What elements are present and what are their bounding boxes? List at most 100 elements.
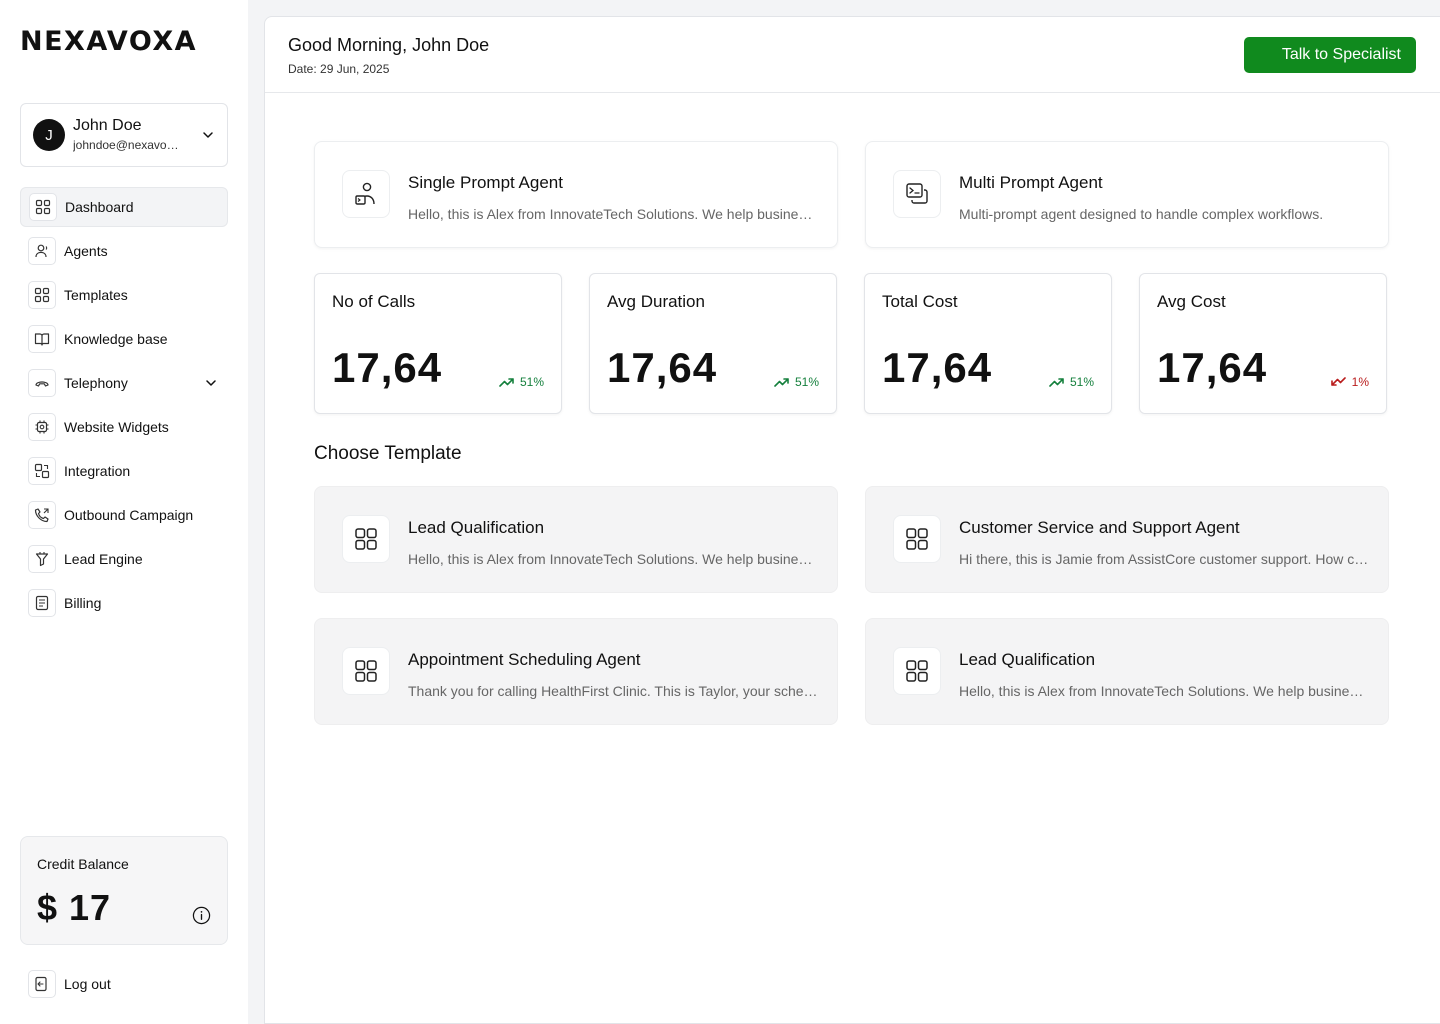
grid-icon xyxy=(28,281,56,309)
trend-badge: 1% xyxy=(1330,375,1369,389)
chevron-down-icon[interactable] xyxy=(204,376,218,390)
logout-label: Log out xyxy=(64,976,111,992)
card-description: Hello, this is Alex from InnovateTech So… xyxy=(408,551,818,567)
receipt-icon xyxy=(28,589,56,617)
date-label: Date: 29 Jun, 2025 xyxy=(288,62,390,76)
info-icon[interactable] xyxy=(192,906,211,925)
card-title: Appointment Scheduling Agent xyxy=(408,650,641,669)
credit-balance-card: Credit Balance $ 17 xyxy=(20,836,228,945)
stat-label: Avg Duration xyxy=(607,292,705,311)
template-grid-icon xyxy=(893,647,941,695)
chevron-down-icon xyxy=(203,132,213,138)
book-icon xyxy=(28,325,56,353)
sidebar-item-dashboard[interactable]: Dashboard xyxy=(20,187,228,227)
card-title: Customer Service and Support Agent xyxy=(959,518,1240,537)
stat-card-duration: Avg Duration 17,64 51% xyxy=(589,273,837,414)
sidebar-item-billing[interactable]: Billing xyxy=(20,583,228,623)
stat-label: No of Calls xyxy=(332,292,416,311)
card-description: Hello, this is Alex from InnovateTech So… xyxy=(408,206,818,222)
stat-card-calls: No of Calls 17,64 51% xyxy=(314,273,562,414)
stat-value: 17,64 xyxy=(607,344,718,391)
trend-value: 1% xyxy=(1351,375,1369,389)
multi-prompt-agent-card[interactable]: Multi Prompt Agent Multi-prompt agent de… xyxy=(865,141,1389,248)
trend-value: 51% xyxy=(1069,375,1094,389)
sidebar-item-website-widgets[interactable]: Website Widgets xyxy=(20,407,228,447)
grid-icon xyxy=(29,193,57,221)
stat-card-total-cost: Total Cost 17,64 51% xyxy=(864,273,1112,414)
sidebar-item-agents[interactable]: Agents xyxy=(20,231,228,271)
trend-down-icon xyxy=(1330,377,1346,386)
trend-value: 51% xyxy=(519,375,544,389)
card-description: Hello, this is Alex from InnovateTech So… xyxy=(959,683,1369,699)
logo-text: NEXAVOXA xyxy=(20,26,198,57)
template-grid-icon xyxy=(893,515,941,563)
sidebar: NEXAVOXA J John Doe johndoe@nexavoxa.com… xyxy=(0,0,248,1024)
sidebar-item-label: Telephony xyxy=(64,375,128,391)
talk-to-specialist-button[interactable]: Talk to Specialist xyxy=(1244,37,1416,73)
sidebar-item-label: Integration xyxy=(64,463,131,479)
integration-icon xyxy=(28,457,56,485)
section-title: Choose Template xyxy=(314,443,462,464)
agent-icon xyxy=(28,237,56,265)
single-prompt-agent-card[interactable]: Single Prompt Agent Hello, this is Alex … xyxy=(314,141,838,248)
stat-label: Avg Cost xyxy=(1157,292,1226,311)
logo[interactable]: NEXAVOXA xyxy=(20,28,197,56)
logout-icon xyxy=(28,970,56,998)
template-card[interactable]: Lead Qualification Hello, this is Alex f… xyxy=(865,618,1389,725)
sidebar-item-label: Outbound Campaign xyxy=(64,507,194,523)
terminal-icon xyxy=(893,170,941,218)
trend-badge: 51% xyxy=(774,375,819,389)
credit-balance-value: $ 17 xyxy=(37,887,112,928)
card-title: Lead Qualification xyxy=(959,650,1096,669)
stat-value: 17,64 xyxy=(882,344,993,391)
user-name: John Doe xyxy=(73,117,142,134)
page-title: Good Morning, John Doe xyxy=(288,35,490,55)
logout-button[interactable]: Log out xyxy=(28,970,111,998)
template-card[interactable]: Customer Service and Support Agent Hi th… xyxy=(865,486,1389,593)
stat-label: Total Cost xyxy=(882,292,958,311)
phone-icon xyxy=(28,369,56,397)
main-panel: Good Morning, John Doe Date: 29 Jun, 202… xyxy=(264,16,1440,1024)
sidebar-item-label: Website Widgets xyxy=(64,419,169,435)
stat-card-avg-cost: Avg Cost 17,64 1% xyxy=(1139,273,1387,414)
trend-badge: 51% xyxy=(499,375,544,389)
sidebar-item-outbound-campaign[interactable]: Outbound Campaign xyxy=(20,495,228,535)
template-card[interactable]: Appointment Scheduling Agent Thank you f… xyxy=(314,618,838,725)
stat-value: 17,64 xyxy=(332,344,443,391)
sidebar-item-label: Dashboard xyxy=(65,199,134,215)
card-description: Hi there, this is Jamie from AssistCore … xyxy=(959,551,1369,567)
funnel-icon xyxy=(28,545,56,573)
agent-code-icon xyxy=(342,170,390,218)
avatar: J xyxy=(33,119,65,151)
sidebar-item-telephony[interactable]: Telephony xyxy=(20,363,228,403)
phone-outgoing-icon xyxy=(28,501,56,529)
trend-value: 51% xyxy=(794,375,819,389)
sidebar-item-label: Lead Engine xyxy=(64,551,143,567)
sidebar-item-label: Agents xyxy=(64,243,108,259)
sidebar-nav: Dashboard Agents Templates Knowledge bas… xyxy=(20,187,228,627)
trend-up-icon xyxy=(1049,378,1064,387)
trend-badge: 51% xyxy=(1049,375,1094,389)
sidebar-item-templates[interactable]: Templates xyxy=(20,275,228,315)
sidebar-item-integration[interactable]: Integration xyxy=(20,451,228,491)
user-email: johndoe@nexavoxa.com xyxy=(73,138,181,152)
card-description: Thank you for calling HealthFirst Clinic… xyxy=(408,683,818,699)
sidebar-item-label: Knowledge base xyxy=(64,331,168,347)
card-description: Multi-prompt agent designed to handle co… xyxy=(959,206,1324,222)
sidebar-item-label: Templates xyxy=(64,287,128,303)
user-menu[interactable]: J John Doe johndoe@nexavoxa.com xyxy=(20,103,228,167)
card-title: Single Prompt Agent xyxy=(408,173,563,192)
template-card[interactable]: Lead Qualification Hello, this is Alex f… xyxy=(314,486,838,593)
card-title: Multi Prompt Agent xyxy=(959,173,1103,192)
stat-value: 17,64 xyxy=(1157,344,1268,391)
page-header: Good Morning, John Doe Date: 29 Jun, 202… xyxy=(265,17,1440,93)
sidebar-item-lead-engine[interactable]: Lead Engine xyxy=(20,539,228,579)
sidebar-item-knowledge-base[interactable]: Knowledge base xyxy=(20,319,228,359)
trend-up-icon xyxy=(499,378,514,387)
card-title: Lead Qualification xyxy=(408,518,545,537)
sidebar-item-label: Billing xyxy=(64,595,102,611)
chip-icon xyxy=(28,413,56,441)
trend-up-icon xyxy=(774,378,789,387)
credit-balance-label: Credit Balance xyxy=(37,856,129,872)
template-grid-icon xyxy=(342,647,390,695)
